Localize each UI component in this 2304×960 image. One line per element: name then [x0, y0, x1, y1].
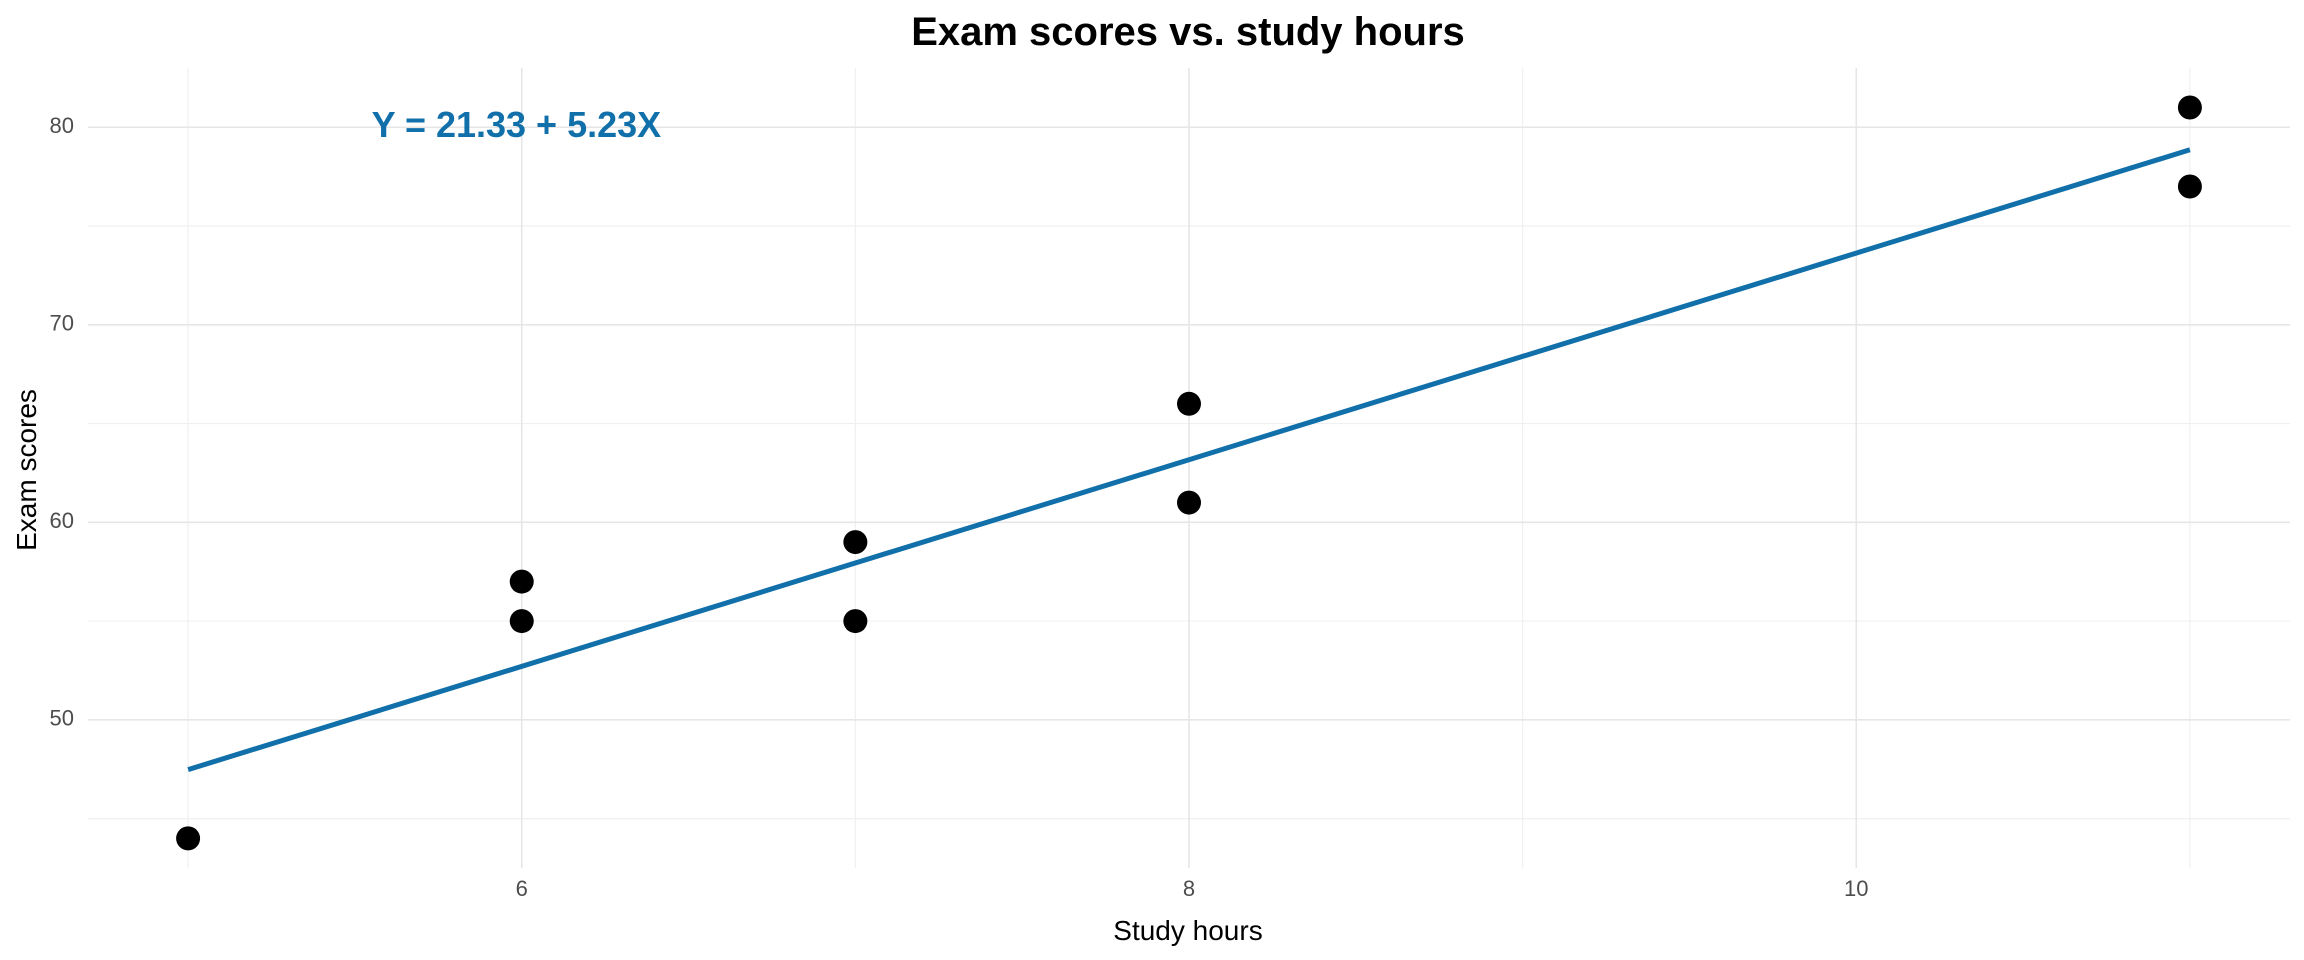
- x-tick-label: 6: [516, 876, 528, 901]
- data-point: [1177, 490, 1201, 515]
- data-points: [176, 95, 2202, 851]
- x-tick-label: 8: [1183, 876, 1195, 901]
- y-tick-label: 60: [50, 508, 74, 533]
- y-tick-label: 50: [50, 706, 74, 731]
- chart-title: Exam scores vs. study hours: [911, 10, 1465, 54]
- data-point: [509, 609, 534, 634]
- x-axis-title: Study hours: [1113, 915, 1262, 946]
- tick-labels: 6 8 10 50 60 70 80: [50, 113, 1869, 901]
- y-tick-label: 80: [50, 113, 74, 138]
- data-point: [843, 609, 868, 634]
- data-point: [843, 530, 868, 555]
- data-point: [1177, 391, 1201, 416]
- y-tick-label: 70: [50, 311, 74, 336]
- regression-line-layer: [187, 147, 2191, 773]
- data-point: [176, 826, 201, 851]
- gridlines: [88, 68, 2290, 868]
- data-point: [509, 569, 534, 594]
- x-tick-label: 10: [1844, 876, 1868, 901]
- regression-equation-annotation: Y = 21.33 + 5.23X: [372, 104, 662, 145]
- regression-line: [187, 147, 2191, 773]
- y-axis-title: Exam scores: [11, 389, 42, 551]
- data-point: [2177, 95, 2202, 120]
- data-point: [2177, 174, 2202, 199]
